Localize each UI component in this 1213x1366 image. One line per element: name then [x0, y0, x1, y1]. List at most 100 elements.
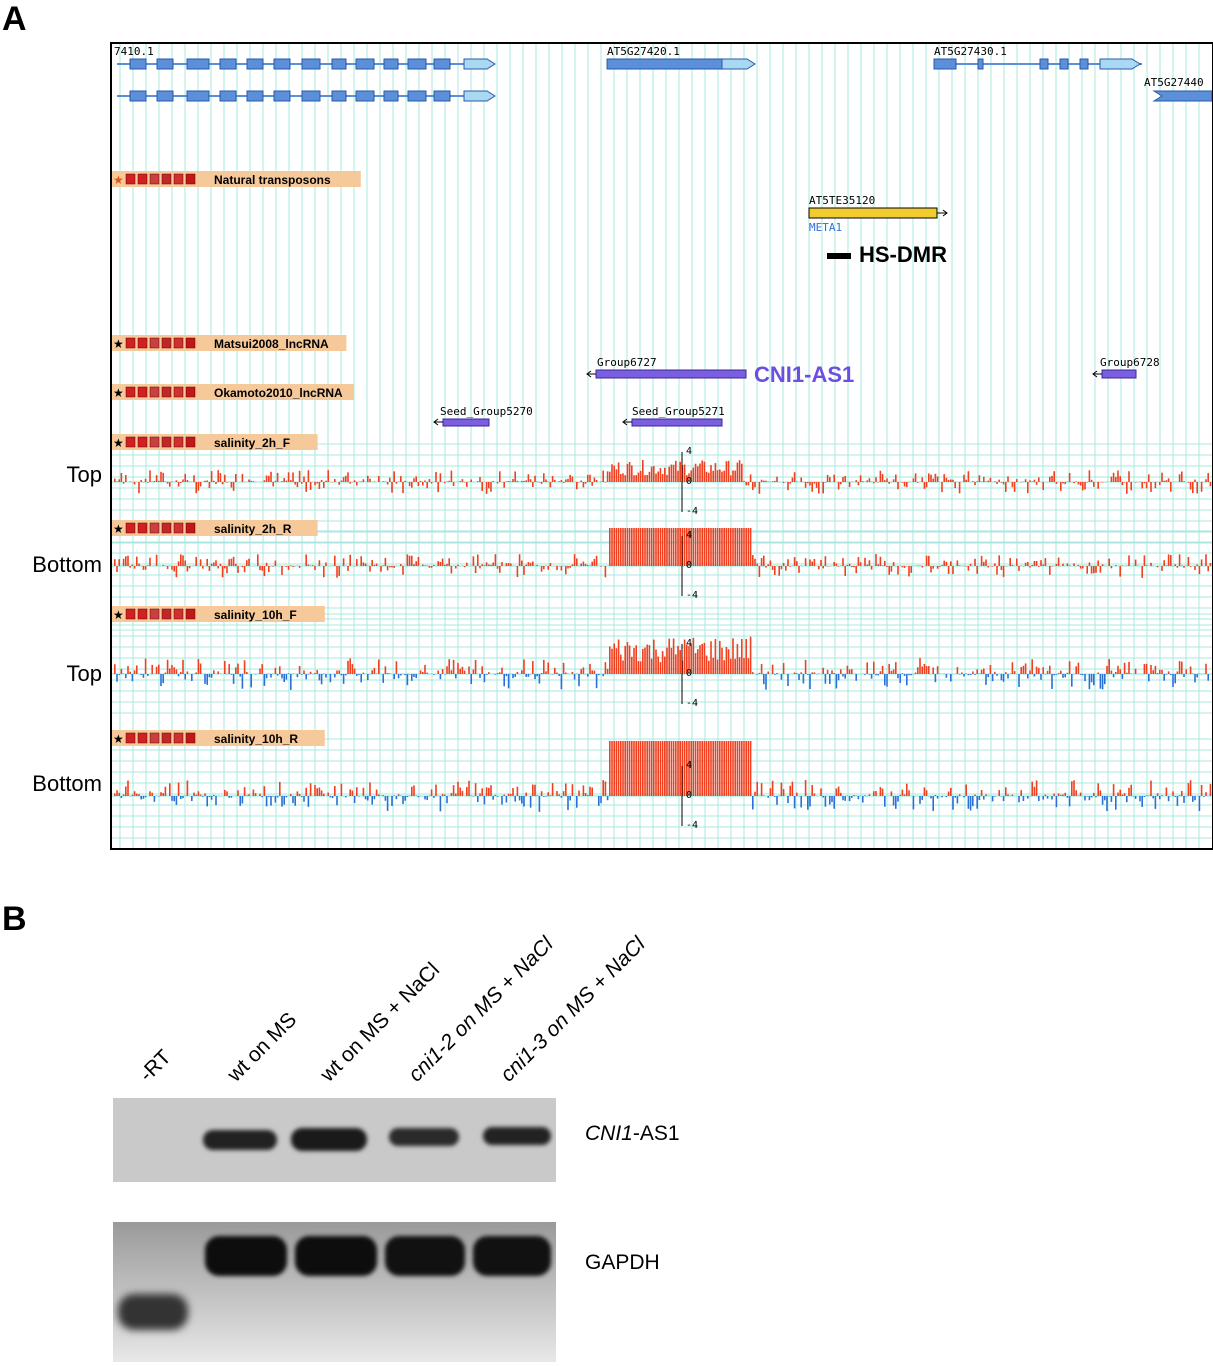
- signal-bar: [1143, 482, 1146, 484]
- track-label-2[interactable]: ★ Okamoto2010_lncRNA: [112, 384, 354, 400]
- signal-bar: [501, 796, 503, 805]
- signal-bar: [314, 566, 316, 570]
- signal-bar: [936, 566, 939, 569]
- signal-bar: [512, 478, 514, 482]
- signal-bar: [274, 667, 277, 674]
- signal-bar: [1088, 796, 1091, 801]
- genome-browser-view[interactable]: 7410.1 AT5G27420.1 AT5G27430.1 AT5G27440…: [110, 42, 1213, 850]
- seed-group5270-feature[interactable]: [442, 418, 490, 427]
- signal-bar: [683, 528, 686, 566]
- signal-bar: [1121, 565, 1124, 566]
- transposon-feature[interactable]: [808, 207, 938, 219]
- signal-bar: [976, 796, 978, 809]
- signal-bar: [494, 674, 497, 675]
- signal-bar: [290, 565, 292, 566]
- signal-bar: [492, 562, 494, 566]
- gapdh-band-wt-nacl: [295, 1236, 377, 1276]
- signal-bar: [719, 741, 721, 796]
- track-label-3[interactable]: ★ salinity_2h_F: [112, 434, 318, 450]
- signal-bar: [884, 796, 886, 807]
- signal-bar: [246, 795, 248, 796]
- track-label-6[interactable]: ★ salinity_10h_R: [112, 730, 325, 746]
- signal-bar: [587, 674, 589, 677]
- signal-bar: [613, 741, 615, 796]
- signal-bar: [719, 528, 721, 566]
- signal-bar: [963, 474, 965, 482]
- signal-bar: [567, 478, 569, 482]
- signal-bar: [1101, 564, 1104, 566]
- signal-bar: [318, 482, 321, 489]
- signal-bar: [279, 781, 281, 796]
- signal-bar: [1062, 563, 1064, 566]
- group6728-feature[interactable]: [1101, 369, 1137, 379]
- signal-bar: [197, 659, 200, 674]
- signal-bar: [1042, 667, 1044, 674]
- signal-bar: [923, 482, 926, 489]
- signal-bar: [690, 741, 692, 796]
- signal-bar: [1024, 663, 1027, 674]
- signal-bar: [400, 674, 402, 676]
- signal-bar: [378, 476, 380, 482]
- signal-bar: [235, 474, 237, 482]
- signal-bar: [1082, 566, 1084, 569]
- signal-bar: [510, 793, 512, 796]
- signal-bar: [325, 480, 327, 482]
- gene-model-at5g27410-b[interactable]: [117, 90, 496, 102]
- track-label-0[interactable]: ★ Natural transposons: [112, 171, 361, 187]
- signal-bar: [230, 796, 233, 798]
- signal-bar: [1093, 566, 1095, 574]
- signal-bar: [958, 674, 961, 675]
- signal-bar: [752, 482, 754, 491]
- signal-bar: [1042, 564, 1044, 566]
- signal-bar: [934, 794, 937, 796]
- signal-bar: [204, 793, 206, 796]
- signal-bar: [1062, 674, 1064, 678]
- signal-bar: [879, 787, 882, 796]
- group6727-feature[interactable]: [595, 369, 747, 379]
- favorite-star-icon: ★: [113, 436, 124, 450]
- seed-group5271-feature[interactable]: [631, 418, 723, 427]
- signal-bar: [741, 741, 743, 796]
- signal-bar: [598, 674, 600, 676]
- signal-bar: [404, 796, 406, 801]
- gene-model-at5g27440[interactable]: [1152, 90, 1212, 102]
- track-label-4[interactable]: ★ salinity_2h_R: [112, 520, 318, 536]
- signal-bar: [793, 557, 796, 566]
- signal-bar: [655, 473, 657, 482]
- signal-bar: [842, 558, 844, 566]
- signal-bar: [1165, 565, 1168, 566]
- signal-bar: [672, 741, 675, 796]
- signal-bar: [301, 796, 303, 797]
- signal-bar: [160, 471, 162, 482]
- signal-bar: [556, 672, 558, 674]
- signal-bar: [1156, 566, 1159, 568]
- signal-bar: [1178, 795, 1181, 796]
- genome-browser-svg: 7410.1 AT5G27420.1 AT5G27430.1 AT5G27440…: [112, 44, 1212, 848]
- signal-bar: [369, 478, 371, 482]
- signal-bar: [283, 674, 285, 683]
- gene-model-at5g27410-a[interactable]: [117, 58, 496, 70]
- signal-bar: [1066, 563, 1069, 566]
- track-control-icon: [125, 173, 136, 185]
- track-control-icon: [173, 436, 184, 448]
- gene-model-at5g27420[interactable]: [606, 58, 756, 70]
- signal-bar: [246, 671, 248, 674]
- signal-bar: [155, 554, 158, 566]
- signal-bar: [241, 474, 244, 482]
- signal-bar: [1051, 796, 1053, 800]
- signal-bar: [822, 667, 824, 674]
- signal-bar: [1130, 784, 1132, 796]
- signal-bar: [765, 480, 767, 482]
- signal-bar: [589, 786, 591, 796]
- gene-model-at5g27430[interactable]: [933, 58, 1142, 70]
- signal-bar: [774, 480, 776, 482]
- track-label-5[interactable]: ★ salinity_10h_F: [112, 606, 325, 622]
- signal-bar: [347, 660, 349, 674]
- signal-bar: [470, 479, 472, 482]
- signal-bar: [846, 564, 849, 566]
- track-label-1[interactable]: ★ Matsui2008_lncRNA: [112, 335, 347, 351]
- signal-bar: [507, 563, 510, 566]
- signal-bar: [164, 672, 167, 674]
- track-control-icon: [149, 173, 160, 185]
- track-control-icon: [161, 732, 172, 744]
